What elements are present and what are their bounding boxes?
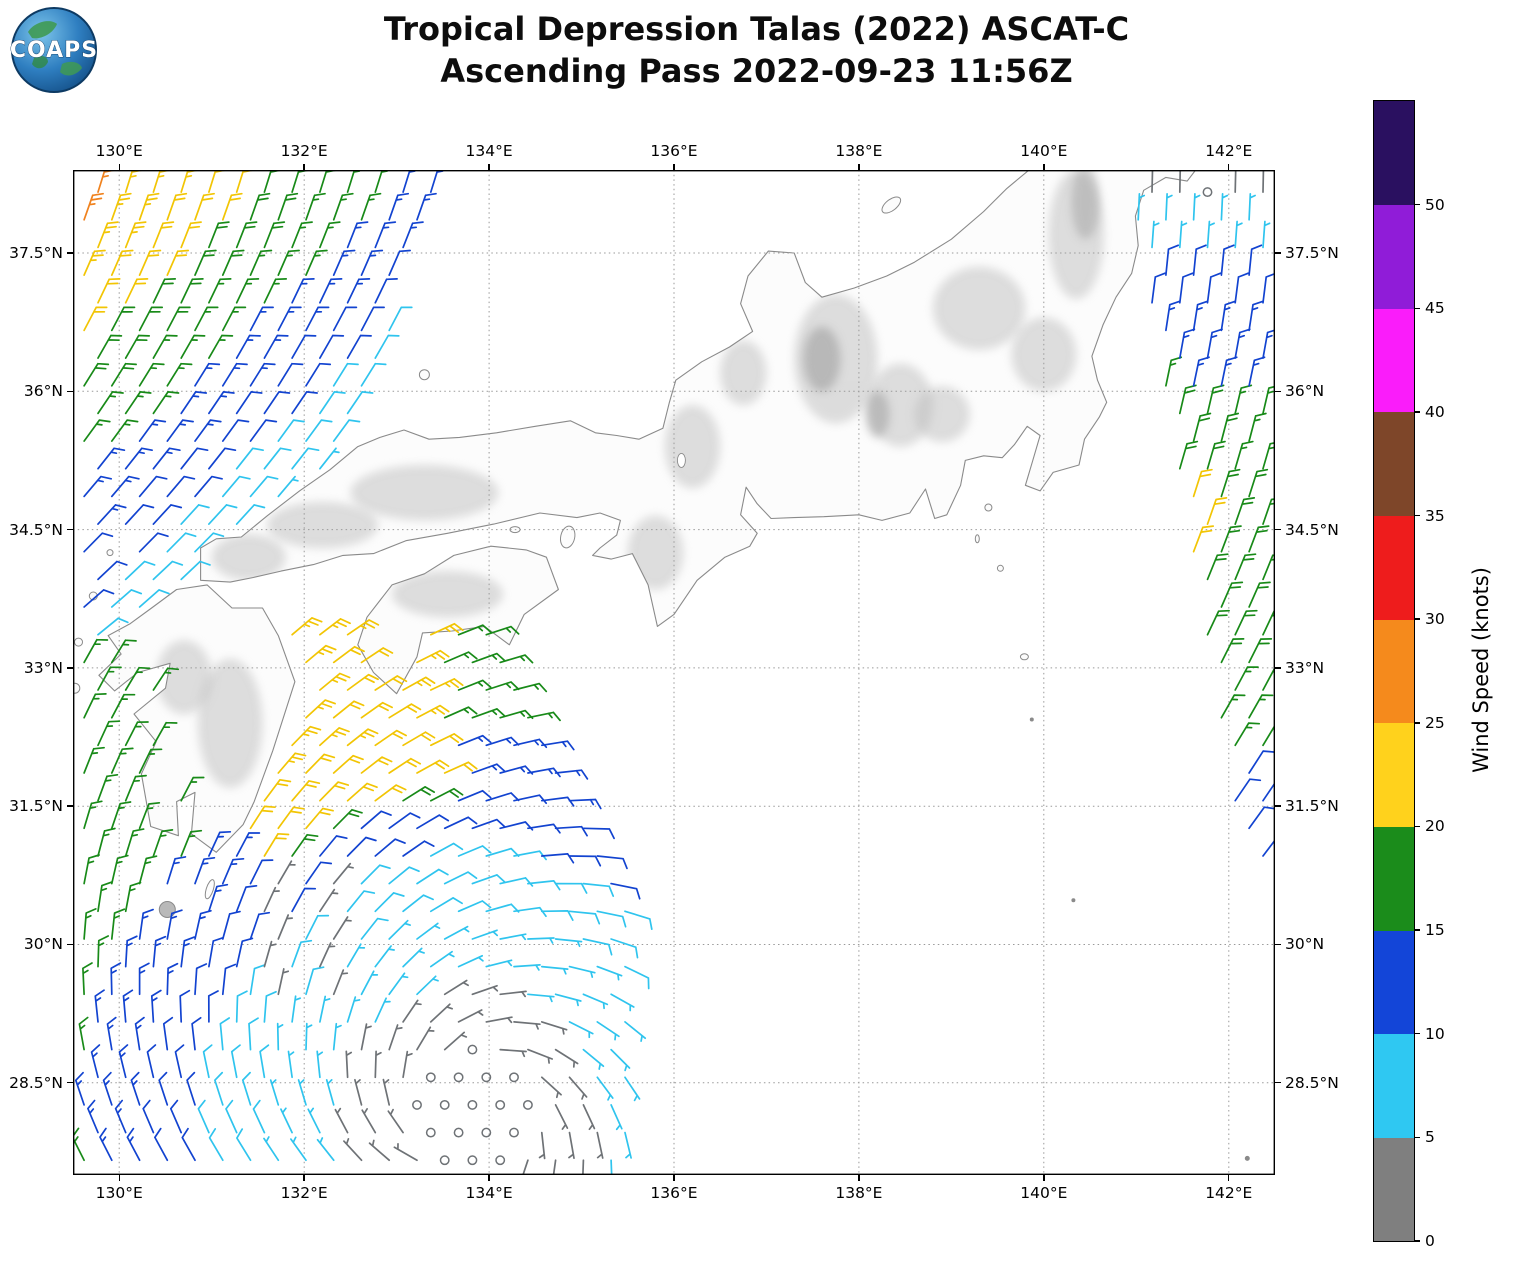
y-tick-label: 30°N <box>1285 935 1325 954</box>
wind-barbs-northwest-swath <box>83 170 444 636</box>
axis-tick-mark <box>1275 943 1281 946</box>
colorbar-tick-label: 5 <box>1425 1128 1435 1147</box>
wind-barbs <box>73 170 1275 1175</box>
coaps-logo-text: COAPS <box>10 38 98 63</box>
x-tick-label: 132°E <box>280 142 328 160</box>
axis-tick-mark <box>858 1175 860 1181</box>
colorbar-segment <box>1374 308 1414 413</box>
colorbar-segment <box>1374 515 1414 620</box>
y-tick-label: 37.5°N <box>9 243 63 262</box>
x-tick-label: 132°E <box>280 1184 328 1202</box>
colorbar-segment <box>1374 930 1414 1035</box>
map-plot <box>73 170 1275 1175</box>
y-tick-label: 37.5°N <box>1285 243 1339 262</box>
axis-tick-mark <box>1275 528 1281 531</box>
grid-lines <box>73 170 1275 1175</box>
x-tick-label: 136°E <box>650 142 698 160</box>
x-tick-label: 134°E <box>465 142 513 160</box>
axis-tick-mark <box>1228 1175 1230 1181</box>
colorbar-tick-label: 20 <box>1425 817 1445 836</box>
chart-subtitle: Ascending Pass 2022-09-23 11:56Z <box>440 52 1073 91</box>
colorbar-segment <box>1374 101 1414 206</box>
colorbar-tick-label: 40 <box>1425 402 1445 421</box>
x-tick-label: 138°E <box>835 142 883 160</box>
colorbar-tick-label: 45 <box>1425 299 1445 318</box>
logo-continent-icon <box>28 21 57 39</box>
colorbar-segment <box>1374 722 1414 827</box>
wind-barb-map <box>73 170 1275 1175</box>
axis-tick-mark <box>1275 390 1281 392</box>
x-tick-label: 142°E <box>1205 142 1253 160</box>
colorbar-axis-label: Wind Speed (knots) <box>1469 567 1493 773</box>
logo-continent-icon <box>60 61 82 76</box>
x-tick-label: 130°E <box>95 1184 143 1202</box>
y-tick-label: 31.5°N <box>9 797 63 816</box>
coastlines <box>98 170 1197 853</box>
y-tick-label: 33°N <box>1285 658 1325 677</box>
y-tick-label: 33°N <box>23 658 63 677</box>
axis-tick-mark <box>1275 805 1281 807</box>
axis-tick-mark <box>1275 1082 1281 1084</box>
colorbar <box>1373 100 1415 1242</box>
y-tick-label: 34.5°N <box>9 520 63 539</box>
colorbar-segment <box>1374 826 1414 931</box>
x-tick-label: 130°E <box>95 142 143 160</box>
logo-continent-icon <box>32 55 48 69</box>
axis-tick-mark <box>488 1175 490 1181</box>
chart-titles: Tropical Depression Talas (2022) ASCAT-C… <box>0 8 1513 92</box>
colorbar-segment <box>1374 1033 1414 1138</box>
y-tick-label: 34.5°N <box>1285 520 1339 539</box>
wind-barbs-storm <box>73 617 653 1175</box>
x-tick-label: 142°E <box>1205 1184 1253 1202</box>
x-tick-label: 136°E <box>650 1184 698 1202</box>
x-tick-label: 138°E <box>835 1184 883 1202</box>
colorbar-tick-label: 35 <box>1425 506 1445 525</box>
colorbar-segment <box>1374 1137 1414 1242</box>
colorbar-segment <box>1374 411 1414 517</box>
y-tick-label: 30°N <box>23 935 63 954</box>
y-tick-label: 36°N <box>23 382 63 401</box>
colorbar-segment <box>1374 204 1414 309</box>
coaps-logo: COAPS <box>10 7 98 93</box>
axis-tick-mark <box>1275 667 1281 669</box>
colorbar-tick-label: 30 <box>1425 610 1445 629</box>
x-tick-label: 140°E <box>1020 1184 1068 1202</box>
y-tick-label: 28.5°N <box>1285 1073 1339 1092</box>
axis-tick-mark <box>673 1175 675 1181</box>
terrain-shading <box>156 170 1104 788</box>
colorbar-tick-label: 10 <box>1425 1024 1445 1043</box>
colorbar-tick-label: 0 <box>1425 1232 1435 1250</box>
wind-barbs-east-strip <box>1137 170 1275 857</box>
y-tick-label: 31.5°N <box>1285 797 1339 816</box>
x-tick-label: 134°E <box>465 1184 513 1202</box>
axis-tick-mark <box>118 1175 120 1181</box>
colorbar-tick-label: 50 <box>1425 195 1445 214</box>
colorbar-segment <box>1374 619 1414 724</box>
axis-tick-mark <box>1043 1175 1045 1181</box>
colorbar-tick-label: 15 <box>1425 921 1445 940</box>
y-tick-label: 36°N <box>1285 382 1325 401</box>
axis-tick-mark <box>1275 252 1281 254</box>
colorbar-tick-label: 25 <box>1425 713 1445 732</box>
y-tick-label: 28.5°N <box>9 1073 63 1092</box>
axis-tick-mark <box>303 1175 305 1181</box>
x-tick-label: 140°E <box>1020 142 1068 160</box>
chart-title: Tropical Depression Talas (2022) ASCAT-C <box>383 10 1130 48</box>
landmass <box>73 170 1250 1161</box>
